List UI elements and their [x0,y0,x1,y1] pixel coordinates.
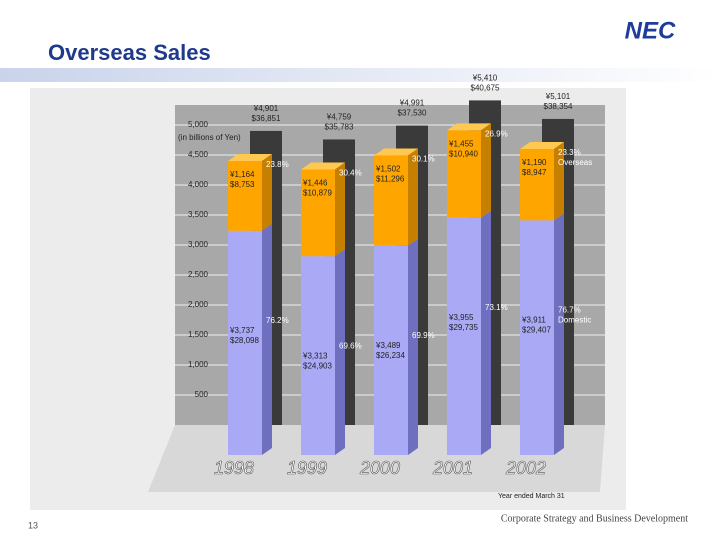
bar-segment [374,238,418,455]
total-label: ¥5,101 [545,92,571,101]
bar-side [554,213,564,455]
y-tick-label: 5,000 [188,120,209,129]
bar-side [262,223,272,455]
bar-segment [301,162,345,257]
dollar-label: $29,735 [449,323,478,332]
footer: Corporate Strategy and Business Developm… [501,513,688,524]
dollar-label: $8,753 [230,180,255,189]
value-label: ¥1,502 [375,165,401,174]
y-tick-label: 2,000 [188,300,209,309]
bar-top [301,162,345,170]
bar-front [374,245,408,455]
x-tick-label: 2001 [432,458,473,478]
bar-segment [301,249,345,455]
y-tick-label: 4,500 [188,150,209,159]
bar-side [408,148,418,246]
y-tick-label: 4,000 [188,180,209,189]
bar-top [447,123,491,131]
logo: NEC [625,17,676,44]
value-label: ¥3,737 [229,326,255,335]
dollar-label: $11,296 [376,175,405,184]
x-tick-label: 1999 [287,458,327,478]
bar-top [520,141,564,149]
bar-side [554,141,564,221]
y-tick-label: 1,500 [188,330,209,339]
value-label: ¥1,446 [302,179,328,188]
bar-segment [374,148,418,246]
bar-segment [447,123,491,218]
slide-title: Overseas Sales [48,40,211,65]
y-tick-label: 500 [195,390,209,399]
total-dollar-label: $37,530 [398,109,427,118]
percent-label: 30.4% [339,169,362,178]
x-tick-label: 2000 [359,458,400,478]
bar-front [447,217,481,455]
total-label: ¥4,759 [326,113,352,122]
y-tick-label: 1,000 [188,360,209,369]
slide-number: 13 [28,520,38,530]
dollar-label: $28,098 [230,336,259,345]
total-dollar-label: $40,675 [471,84,500,93]
percent-label: 23.3% [558,148,581,157]
value-label: ¥3,313 [302,351,328,360]
x-tick-label: 2002 [505,458,546,478]
header-band [0,68,720,82]
bar-top [228,153,272,161]
bar-front [374,155,408,246]
value-label: ¥3,489 [375,341,401,350]
bar-segment [228,153,272,231]
value-label: ¥1,164 [229,170,255,179]
total-dollar-label: $35,783 [325,123,354,132]
bar-front [228,160,262,231]
bar-front [301,169,335,257]
dollar-label: $24,903 [303,361,332,370]
bar-segment [447,210,491,455]
total-dollar-label: $36,851 [252,114,281,123]
bar-side [335,162,345,257]
dollar-label: $10,879 [303,189,332,198]
total-label: ¥4,991 [399,99,425,108]
value-label: ¥1,190 [521,158,547,167]
bar-front [228,230,262,455]
percent-label: 26.9% [485,130,508,139]
bar-side [262,153,272,231]
bar-side [481,210,491,455]
total-dollar-label: $38,354 [544,102,573,111]
total-label: ¥4,901 [253,104,279,113]
bar-side [481,123,491,218]
y-tick-label: 3,000 [188,240,209,249]
bar-segment [228,223,272,455]
legend-label: Domestic [558,315,591,324]
percent-label: 69.9% [412,331,435,340]
dollar-label: $10,940 [449,150,478,159]
percent-label: 30.1% [412,155,435,164]
y-tick-label: 2,500 [188,270,209,279]
bar-front [520,220,554,455]
total-label: ¥5,410 [472,74,498,83]
y-tick-label: 3,500 [188,210,209,219]
bar-segment [520,141,564,221]
dollar-label: $29,407 [522,325,551,334]
legend-label: Overseas [558,158,592,167]
value-label: ¥3,911 [521,315,546,324]
percent-label: 76.7% [558,305,581,314]
percent-label: 23.8% [266,160,289,169]
dollar-label: $8,947 [522,168,547,177]
bar-front [447,130,481,218]
percent-label: 76.2% [266,316,289,325]
bar-side [408,238,418,455]
bar-front [301,256,335,455]
percent-label: 73.1% [485,303,508,312]
dollar-label: $26,234 [376,351,405,360]
value-label: ¥1,455 [448,140,474,149]
value-label: ¥3,955 [448,313,474,322]
percent-label: 69.6% [339,341,362,350]
bar-front [520,148,554,221]
x-axis-label: Year ended March 31 [498,493,565,500]
x-tick-label: 1998 [214,458,254,478]
y-axis-label: (in billions of Yen) [178,133,241,142]
bar-side [335,249,345,455]
bar-top [374,148,418,156]
